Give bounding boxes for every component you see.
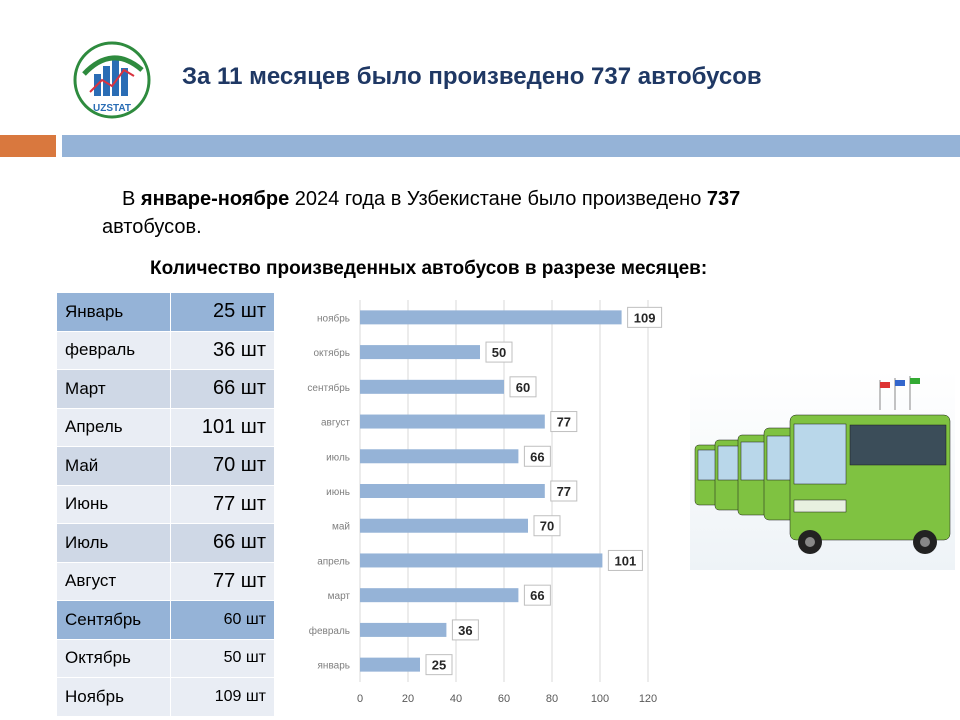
x-tick-label: 120 [639, 693, 657, 705]
table-row: Ноябрь 109 шт [56, 677, 275, 717]
value-cell: 70 шт [170, 446, 275, 486]
category-label: февраль [309, 625, 350, 637]
month-cell: Май [56, 446, 171, 486]
data-label: 77 [557, 415, 571, 430]
value-cell: 50 шт [170, 638, 275, 678]
intro-suffix: автобусов. [102, 216, 202, 238]
bar [360, 449, 519, 464]
value-cell: 66 шт [170, 523, 275, 563]
category-label: август [321, 418, 350, 429]
month-cell: февраль [56, 330, 171, 370]
x-tick-label: 60 [498, 693, 510, 705]
value-cell: 60 шт [170, 600, 275, 640]
month-cell: Август [56, 561, 171, 601]
data-label: 77 [557, 484, 571, 499]
intro-prefix: В [122, 188, 141, 210]
bar [360, 379, 504, 394]
data-label-box [550, 480, 578, 502]
buses-image [690, 370, 955, 570]
table-row: Январь 25 шт [56, 292, 275, 332]
x-tick-label: 0 [357, 693, 363, 705]
value-cell: 77 шт [170, 484, 275, 524]
month-cell: Июнь [56, 484, 171, 524]
value-cell: 36 шт [170, 330, 275, 370]
bar [360, 414, 545, 429]
category-label: март [328, 591, 351, 602]
table-row: Март 66 шт [56, 369, 275, 409]
bar [360, 553, 603, 568]
intro-total: 737 [706, 188, 741, 210]
bar [360, 518, 528, 533]
data-label-box [550, 411, 578, 433]
data-label: 101 [615, 553, 637, 568]
data-label: 60 [516, 380, 530, 395]
category-label: июнь [326, 487, 350, 498]
data-label-box [533, 515, 561, 537]
bar [360, 588, 519, 603]
accent-bar [0, 135, 56, 157]
category-label: май [332, 522, 350, 533]
category-label: январь [318, 661, 350, 672]
intro-period: январе-ноябре [140, 188, 290, 210]
month-cell: Октябрь [56, 638, 171, 678]
page-title: За 11 месяцев было произведено 737 автоб… [182, 63, 762, 90]
data-label: 36 [458, 623, 472, 638]
table-row: Август 77 шт [56, 561, 275, 601]
x-tick-label: 20 [402, 693, 414, 705]
category-label: октябрь [313, 347, 350, 359]
data-label-box [485, 341, 513, 363]
value-cell: 109 шт [170, 677, 275, 717]
category-label: сентябрь [307, 382, 350, 394]
bar [360, 345, 480, 360]
monthly-table: Январь 25 шт февраль 36 шт Март 66 шт Апрел… [56, 292, 275, 717]
table-row: Июнь 77 шт [56, 484, 275, 524]
table-row: Октябрь 50 шт [56, 638, 275, 678]
logo-text: UZSTAT [93, 103, 131, 114]
month-cell: Январь [56, 292, 171, 332]
bar [360, 622, 447, 637]
uzstat-logo: UZSTAT [73, 41, 151, 119]
bar [360, 310, 622, 325]
table-row: Сентябрь 60 шт [56, 600, 275, 640]
table-row: Июль 66 шт [56, 523, 275, 563]
data-label-box [607, 549, 643, 571]
category-label: апрель [317, 556, 350, 567]
data-label: 66 [530, 588, 544, 603]
month-cell: Март [56, 369, 171, 409]
table-title: Количество произведенных автобусов в раз… [150, 258, 708, 279]
month-cell: Апрель [56, 407, 171, 447]
data-label: 70 [540, 519, 554, 534]
data-label: 25 [432, 658, 446, 673]
month-cell: Сентябрь [56, 600, 171, 640]
x-tick-label: 80 [546, 693, 558, 705]
value-cell: 66 шт [170, 369, 275, 409]
data-label-box [451, 619, 479, 641]
x-tick-label: 40 [450, 693, 462, 705]
data-label-box [425, 654, 453, 676]
bar [360, 484, 545, 498]
x-tick-label: 100 [591, 693, 609, 705]
value-cell: 25 шт [170, 292, 275, 332]
data-label-box [509, 376, 537, 398]
data-label: 66 [530, 449, 544, 464]
bar-chart: 0 20 40 60 80 100 120 ноябрь 109 октябрь 50 сентябр… [307, 300, 663, 705]
table-row: Май 70 шт [56, 446, 275, 486]
intro-paragraph: В январе-ноябре 2024 года в Узбекистане … [102, 185, 832, 241]
data-label: 50 [492, 345, 506, 360]
data-label-box [627, 306, 663, 328]
value-cell: 77 шт [170, 561, 275, 601]
bar [360, 657, 420, 672]
table-row: Апрель 101 шт [56, 407, 275, 447]
data-label: 109 [634, 310, 656, 325]
month-cell: Ноябрь [56, 677, 171, 717]
table-row: февраль 36 шт [56, 330, 275, 370]
data-label-box [523, 584, 551, 606]
data-label-box [523, 445, 551, 467]
title-band [62, 135, 960, 157]
category-label: июль [326, 452, 350, 463]
month-cell: Июль [56, 523, 171, 563]
category-label: ноябрь [317, 312, 350, 324]
intro-middle: 2024 года в Узбекистане было произведено [289, 188, 707, 210]
value-cell: 101 шт [170, 407, 275, 447]
